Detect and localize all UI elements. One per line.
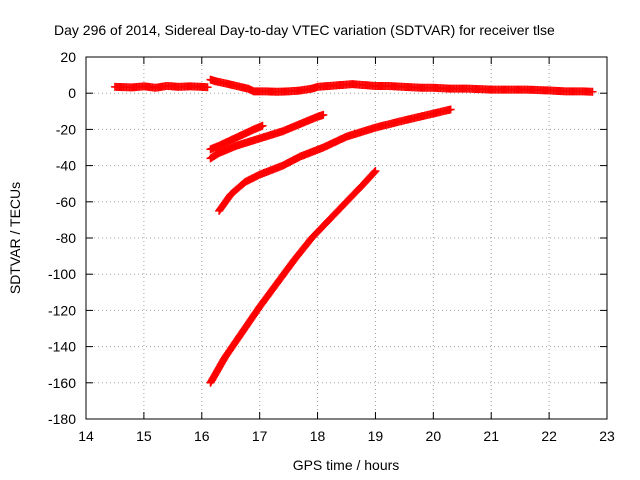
series-4: [206, 110, 328, 163]
y-tick-label: -120: [48, 302, 76, 318]
series-2: [206, 75, 597, 96]
x-tick-label: 19: [368, 428, 384, 444]
series-1: [110, 81, 212, 92]
data-points: [110, 75, 597, 387]
y-tick-label: -60: [56, 194, 76, 210]
data-point: [588, 87, 597, 96]
y-tick-label: 0: [68, 85, 76, 101]
x-tick-label: 17: [252, 428, 268, 444]
x-axis-label: GPS time / hours: [293, 457, 400, 473]
y-tick-label: -180: [48, 411, 76, 427]
y-tick-label: 20: [60, 49, 76, 65]
data-point: [203, 83, 212, 92]
x-tick-labels: 14 15 16 17 18 19 20 21 22 23: [78, 428, 615, 444]
y-tick-label: -140: [48, 339, 76, 355]
axis-ticks: [85, 56, 608, 420]
series-5: [215, 105, 455, 215]
x-tick-label: 14: [78, 428, 94, 444]
x-tick-label: 18: [310, 428, 326, 444]
data-point: [370, 168, 379, 177]
x-tick-label: 15: [136, 428, 152, 444]
y-tick-label: -100: [48, 266, 76, 282]
data-point: [258, 121, 267, 130]
data-point: [319, 110, 328, 119]
y-tick-label: -20: [56, 121, 76, 137]
x-tick-label: 20: [426, 428, 442, 444]
grid: [86, 57, 607, 419]
chart-title: Day 296 of 2014, Sidereal Day-to-day VTE…: [54, 22, 555, 38]
y-tick-labels: 20 0 -20 -40 -60 -80 -100 -120 -140 -160 -180: [48, 49, 76, 427]
x-tick-label: 21: [483, 428, 499, 444]
y-axis-label: SDTVAR / TECUs: [7, 182, 23, 294]
y-tick-label: -40: [56, 158, 76, 174]
x-tick-label: 23: [599, 428, 615, 444]
series-6: [206, 167, 380, 387]
series-3: [206, 121, 267, 154]
y-tick-label: -80: [56, 230, 76, 246]
x-tick-label: 16: [194, 428, 210, 444]
data-point: [371, 167, 380, 176]
data-point: [446, 105, 455, 114]
y-tick-label: -160: [48, 375, 76, 391]
x-tick-label: 22: [541, 428, 557, 444]
